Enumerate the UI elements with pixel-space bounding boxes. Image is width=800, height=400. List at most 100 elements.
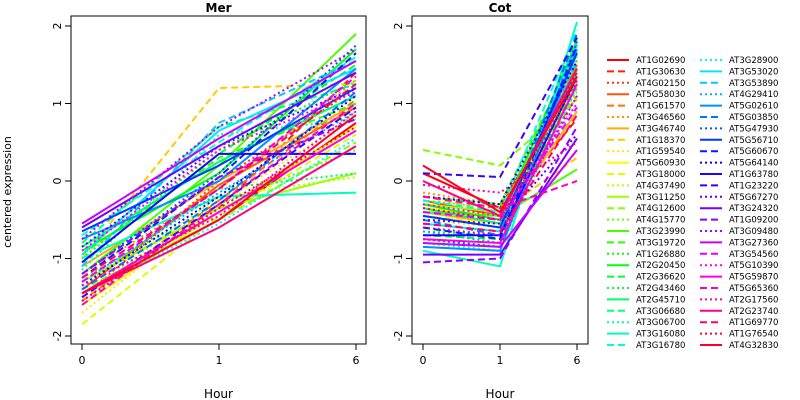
legend-label-AT1G76540: AT1G76540 bbox=[729, 330, 778, 340]
series-line-AT3G09480 bbox=[422, 95, 578, 237]
legend-label-AT3G46560: AT3G46560 bbox=[636, 113, 685, 123]
figure-y-axis-label: centered expression bbox=[1, 136, 14, 248]
legend-label-AT3G23990: AT3G23990 bbox=[636, 227, 685, 237]
legend-label-AT5G64140: AT5G64140 bbox=[729, 159, 778, 169]
x-axis-label: Hour bbox=[204, 387, 233, 400]
y-tick-label: -2 bbox=[392, 331, 405, 342]
series-line-AT1G59540 bbox=[422, 56, 578, 229]
series-line-AT5G64140 bbox=[81, 94, 357, 287]
legend-label-AT1G26880: AT1G26880 bbox=[636, 250, 685, 260]
legend-label-AT2G45710: AT2G45710 bbox=[636, 295, 685, 305]
legend-label-AT3G06700: AT3G06700 bbox=[636, 318, 685, 328]
series-line-AT4G32830 bbox=[81, 114, 357, 295]
series-line-AT5G59870 bbox=[422, 83, 578, 245]
series-line-AT1G61570 bbox=[81, 98, 357, 302]
y-tick-label: -1 bbox=[51, 253, 64, 264]
legend-label-AT2G36620: AT2G36620 bbox=[636, 273, 685, 283]
legend-label-AT5G56710: AT5G56710 bbox=[729, 136, 778, 146]
legend-label-AT3G27360: AT3G27360 bbox=[729, 238, 778, 248]
legend-label-AT3G46740: AT3G46740 bbox=[636, 124, 685, 134]
legend-label-AT2G20450: AT2G20450 bbox=[636, 261, 685, 271]
y-tick-label: -2 bbox=[51, 331, 64, 342]
legend-label-AT5G10390: AT5G10390 bbox=[729, 261, 778, 271]
legend-label-AT1G61570: AT1G61570 bbox=[636, 102, 685, 112]
legend-label-AT3G19720: AT3G19720 bbox=[636, 238, 685, 248]
series-line-AT3G18000 bbox=[81, 133, 357, 326]
legend-label-AT3G18000: AT3G18000 bbox=[636, 170, 685, 180]
series-line-AT5G10390 bbox=[81, 90, 357, 252]
series-line-AT3G24320 bbox=[81, 71, 357, 229]
series-line-AT1G69770 bbox=[422, 114, 578, 233]
series-line-AT1G69770 bbox=[81, 83, 357, 279]
series-group bbox=[422, 21, 578, 268]
x-tick-label: 0 bbox=[420, 354, 427, 367]
series-line-AT5G47930 bbox=[81, 44, 357, 275]
x-tick-label: 1 bbox=[216, 354, 223, 367]
legend-label-AT1G59540: AT1G59540 bbox=[636, 147, 685, 157]
x-tick-label: 6 bbox=[574, 354, 581, 367]
legend-label-AT3G06680: AT3G06680 bbox=[636, 307, 685, 317]
panel-title: Mer bbox=[206, 1, 232, 15]
legend-label-AT5G47930: AT5G47930 bbox=[729, 124, 778, 134]
x-tick-label: 1 bbox=[497, 354, 504, 367]
legend-label-AT1G30630: AT1G30630 bbox=[636, 67, 685, 77]
series-line-AT1G09200 bbox=[422, 126, 578, 264]
series-line-AT3G27360 bbox=[81, 60, 357, 225]
y-tick-label: 0 bbox=[51, 178, 64, 185]
legend-label-AT2G17560: AT2G17560 bbox=[729, 295, 778, 305]
series-line-AT5G02610 bbox=[81, 67, 357, 241]
series-line-AT1G76540 bbox=[81, 125, 357, 302]
legend-label-AT4G29410: AT4G29410 bbox=[729, 90, 778, 100]
series-line-AT5G60670 bbox=[422, 45, 578, 241]
series-line-AT3G24320 bbox=[423, 137, 578, 256]
series-line-AT5G59870 bbox=[81, 129, 357, 295]
series-line-AT5G64140 bbox=[422, 60, 578, 206]
y-tick-label: 1 bbox=[51, 100, 64, 107]
legend-label-AT4G37490: AT4G37490 bbox=[636, 181, 685, 191]
legend-label-AT2G23740: AT2G23740 bbox=[729, 307, 778, 317]
series-line-AT1G09200 bbox=[81, 118, 357, 275]
panel-mer: Mer -2 -1 0 1 2 0 1 6 Hour bbox=[51, 1, 367, 400]
series-line-AT5G10390 bbox=[422, 102, 578, 217]
legend-label-AT3G24320: AT3G24320 bbox=[729, 204, 778, 214]
legend-label-AT4G12600: AT4G12600 bbox=[636, 204, 685, 214]
panel-title: Cot bbox=[489, 1, 512, 15]
legend-label-AT4G15770: AT4G15770 bbox=[636, 216, 685, 226]
legend-label-AT3G53890: AT3G53890 bbox=[729, 79, 778, 89]
series-line-AT3G16080 bbox=[422, 21, 578, 268]
legend-label-AT5G65360: AT5G65360 bbox=[729, 284, 778, 294]
series-line-AT5G65360 bbox=[422, 180, 578, 210]
series-line-AT1G23220 bbox=[422, 37, 578, 179]
series-line-AT5G03850 bbox=[81, 91, 357, 291]
legend-label-AT1G63780: AT1G63780 bbox=[729, 170, 778, 180]
x-tick-label: 0 bbox=[79, 354, 86, 367]
series-line-AT3G27360 bbox=[422, 149, 578, 248]
series-line-AT2G17560 bbox=[422, 141, 578, 194]
legend-label-AT5G67270: AT5G67270 bbox=[729, 193, 778, 203]
legend-label-AT5G58030: AT5G58030 bbox=[636, 90, 685, 100]
x-axis-label: Hour bbox=[486, 387, 515, 400]
series-line-AT3G54560 bbox=[422, 106, 578, 221]
legend-label-AT3G09480: AT3G09480 bbox=[729, 227, 778, 237]
legend-label-AT5G02610: AT5G02610 bbox=[729, 102, 778, 112]
series-line-AT5G56710 bbox=[81, 87, 357, 233]
legend-label-AT4G32830: AT4G32830 bbox=[729, 341, 778, 351]
series-line-AT3G16080 bbox=[81, 191, 357, 260]
y-tick-label: -1 bbox=[392, 253, 405, 264]
legend-label-AT3G16080: AT3G16080 bbox=[636, 330, 685, 340]
legend-label-AT3G16780: AT3G16780 bbox=[636, 341, 685, 351]
series-line-AT2G23740 bbox=[81, 145, 357, 295]
legend-label-AT1G02690: AT1G02690 bbox=[636, 56, 685, 66]
series-group bbox=[81, 33, 357, 326]
series-line-AT4G12600 bbox=[81, 141, 357, 291]
y-tick-label: 2 bbox=[51, 23, 64, 30]
series-line-AT2G17560 bbox=[81, 110, 357, 287]
series-line-AT3G16780 bbox=[81, 56, 357, 237]
y-tick-label: 1 bbox=[392, 100, 405, 107]
legend-label-AT3G11250: AT3G11250 bbox=[636, 193, 685, 203]
series-line-AT3G54560 bbox=[81, 75, 357, 283]
legend-label-AT3G54560: AT3G54560 bbox=[729, 250, 778, 260]
series-line-AT1G76540 bbox=[422, 79, 578, 221]
